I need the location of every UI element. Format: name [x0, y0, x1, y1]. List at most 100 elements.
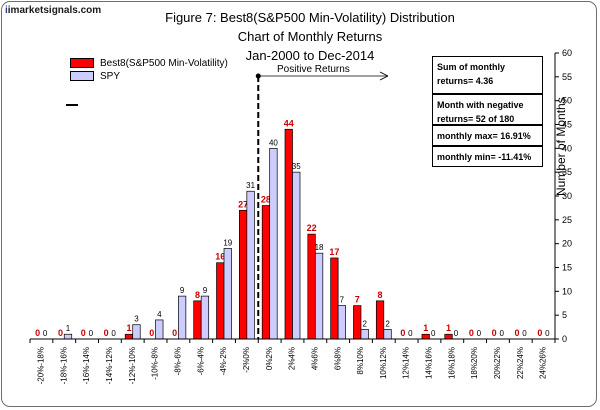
stat-sum: Sum of monthly returns= 4.36: [432, 56, 543, 94]
bar-spy: [132, 324, 141, 340]
chart-title-line2: Jan-2000 to Dec-2014: [245, 48, 375, 63]
legend-dash-line: [66, 104, 78, 106]
x-tick-label: -20%-18%: [37, 347, 46, 384]
x-tick-label: 20%22%: [493, 347, 502, 379]
data-label-best8: 8: [378, 290, 383, 300]
data-label-spy: 4: [157, 310, 162, 319]
data-label-best8: 0: [469, 328, 474, 338]
bar-spy: [269, 147, 278, 340]
data-label-spy: 19: [223, 238, 232, 247]
data-label-best8: 1: [423, 323, 428, 333]
x-tick-label: -12%-10%: [128, 347, 137, 384]
bar-spy: [246, 190, 255, 340]
data-label-spy: 0: [431, 329, 436, 338]
y-tick-label: 20: [562, 239, 572, 249]
y-tick-label: 10: [562, 286, 572, 296]
positive-returns-label: Positive Returns: [277, 64, 350, 75]
bar-spy: [178, 295, 187, 340]
bar-best8: [216, 262, 225, 340]
bar-best8: [261, 205, 271, 340]
bar-spy: [200, 295, 210, 340]
data-label-spy: 18: [315, 243, 324, 252]
x-tick-label: 14%16%: [425, 347, 434, 379]
x-tick-label: 0%2%: [265, 347, 274, 370]
data-label-spy: 35: [292, 162, 301, 171]
bar-best8: [238, 209, 248, 340]
data-label-spy: 0: [499, 329, 504, 338]
y-tick-label: 15: [562, 263, 572, 273]
data-label-spy: 0: [111, 329, 116, 338]
data-label-spy: 40: [269, 138, 278, 147]
y-tick-label: 5: [562, 310, 567, 320]
data-label-best8: 44: [284, 118, 294, 128]
data-label-best8: 0: [58, 328, 63, 338]
bar-best8: [444, 333, 453, 340]
data-label-spy: 0: [454, 329, 459, 338]
x-tick-label: 18%20%: [470, 347, 479, 379]
legend-best8-swatch: [70, 58, 94, 69]
x-tick-label: 2%4%: [288, 347, 297, 370]
x-tick-label: -2%0%: [242, 347, 251, 373]
data-label-best8: 17: [329, 247, 339, 257]
arrow-head: [379, 71, 389, 81]
bar-best8: [124, 333, 134, 340]
data-label-best8: 0: [492, 328, 497, 338]
data-label-spy: 0: [545, 329, 550, 338]
data-label-spy: 0: [89, 329, 94, 338]
data-label-spy: 2: [385, 319, 390, 328]
data-label-best8: 0: [172, 328, 177, 338]
stat-min: monthly min= -11.41%: [432, 146, 543, 167]
data-label-spy: 2: [363, 319, 368, 328]
data-label-best8: 0: [104, 328, 109, 338]
bar-spy: [314, 252, 324, 340]
data-label-spy: 0: [43, 329, 48, 338]
data-label-best8: 1: [446, 323, 451, 333]
data-label-spy: 31: [246, 181, 255, 190]
legend-best8-label: Best8(S&P500 Min-Volatility): [100, 58, 228, 69]
x-tick-label: -14%-12%: [105, 347, 114, 384]
data-label-best8: 0: [149, 328, 154, 338]
data-label-best8: 16: [215, 252, 225, 262]
legend-spy: SPY: [70, 71, 120, 82]
bar-best8: [353, 305, 362, 340]
y-tick-label: 0: [562, 334, 567, 344]
legend-spy-swatch: [70, 71, 94, 82]
y-tick-label: 25: [562, 215, 572, 225]
x-tick-label: -16%-14%: [82, 347, 91, 384]
y-tick-label: 45: [562, 120, 572, 130]
x-tick-label: -10%-8%: [151, 347, 160, 380]
x-tick-label: 22%24%: [516, 347, 525, 379]
data-label-spy: 9: [203, 286, 208, 295]
y-tick-label: 55: [562, 72, 572, 82]
x-tick-label: 24%26%: [539, 347, 548, 379]
bar-spy: [383, 329, 392, 340]
bar-best8: [284, 128, 293, 340]
bar-best8: [375, 300, 385, 340]
chart-title-line1: Figure 7: Best8(S&P500 Min-Volatility) D…: [165, 10, 455, 44]
x-tick-label: -4%-2%: [219, 347, 228, 375]
y-axis-label: Number of Months: [554, 97, 568, 196]
data-label-spy: 0: [522, 329, 527, 338]
y-tick-label: 30: [562, 191, 572, 201]
data-label-best8: 1: [126, 323, 131, 333]
data-label-spy: 9: [180, 286, 185, 295]
bar-best8: [330, 257, 339, 340]
x-tick-label: -8%-6%: [173, 347, 182, 375]
x-tick-label: 16%18%: [447, 347, 456, 379]
data-label-best8: 0: [400, 328, 405, 338]
bar-spy: [292, 171, 301, 340]
bar-spy: [155, 319, 164, 340]
y-tick-label: 40: [562, 143, 572, 153]
y-tick-label: 50: [562, 96, 572, 106]
bar-spy: [337, 305, 347, 340]
chart-title: Figure 7: Best8(S&P500 Min-Volatility) D…: [150, 8, 470, 65]
data-label-spy: 0: [477, 329, 482, 338]
bar-spy: [360, 329, 369, 340]
x-tick-label: 12%14%: [402, 347, 411, 379]
data-label-best8: 0: [81, 328, 86, 338]
data-label-best8: 0: [515, 328, 520, 338]
x-tick-label: -18%-16%: [59, 347, 68, 384]
data-label-best8: 8: [195, 290, 200, 300]
bar-best8: [421, 333, 430, 340]
